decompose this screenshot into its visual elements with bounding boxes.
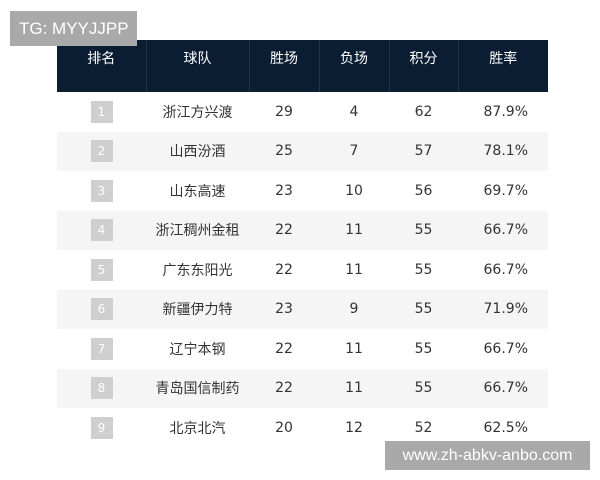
- losses-cell: 12: [345, 419, 363, 436]
- rank-badge: 2: [90, 140, 113, 163]
- table-row: 1 浙江方兴渡 29 4 62 87.9%: [57, 92, 548, 132]
- rank-badge: 6: [90, 298, 113, 321]
- table-row: 8 青岛国信制药 22 11 55 66.7%: [57, 368, 548, 408]
- win-rate-cell: 66.7%: [483, 261, 528, 278]
- points-cell: 52: [414, 419, 433, 436]
- header-points: 积分: [388, 40, 458, 92]
- losses-cell: 10: [345, 182, 363, 199]
- points-cell: 55: [389, 368, 458, 408]
- wins-cell: 25: [249, 131, 319, 171]
- points-cell: 55: [389, 210, 458, 250]
- header-wins: 胜场: [248, 40, 319, 92]
- table-row: 2 山西汾酒 25 7 57 78.1%: [57, 131, 548, 171]
- table-row: 3 山东高速 23 10 56 69.7%: [57, 171, 548, 211]
- header-win-rate: 胜率: [457, 40, 548, 92]
- rank-cell: 2: [57, 131, 146, 171]
- win-rate-cell: 66.7%: [458, 368, 548, 408]
- points-cell: 55: [414, 261, 433, 278]
- team-cell: 广东东阳光: [162, 262, 233, 279]
- rank-cell: 3: [57, 171, 146, 211]
- team-cell: 辽宁本钢: [169, 341, 226, 358]
- team-cell: 浙江稠州金租: [146, 210, 249, 250]
- wins-cell: 22: [249, 368, 319, 408]
- wins-cell: 22: [275, 261, 293, 278]
- points-cell: 57: [389, 131, 458, 171]
- table-row: 4 浙江稠州金租 22 11 55 66.7%: [57, 210, 548, 250]
- losses-cell: 4: [349, 103, 359, 120]
- table-row: 9 北京北汽 20 12 52 62.5%: [57, 408, 548, 448]
- wins-cell: 23: [249, 289, 319, 329]
- rank-badge: 9: [90, 416, 113, 439]
- team-cell: 山东高速: [169, 183, 226, 200]
- rank-badge: 3: [90, 179, 113, 202]
- win-rate-cell: 66.7%: [458, 210, 548, 250]
- wins-cell: 22: [275, 340, 293, 357]
- header-rank: 排名: [57, 40, 146, 92]
- watermark-bottom: www.zh-abkv-anbo.com: [385, 441, 590, 470]
- table-row: 6 新疆伊力特 23 9 55 71.9%: [57, 289, 548, 329]
- win-rate-cell: 69.7%: [483, 182, 528, 199]
- losses-cell: 11: [319, 368, 389, 408]
- rank-badge: 5: [90, 258, 113, 281]
- losses-cell: 11: [345, 261, 363, 278]
- win-rate-cell: 71.9%: [458, 289, 548, 329]
- rank-cell: 7: [57, 329, 146, 369]
- wins-cell: 23: [275, 182, 293, 199]
- rank-cell: 6: [57, 289, 146, 329]
- table-row: 5 广东东阳光 22 11 55 66.7%: [57, 250, 548, 290]
- points-cell: 56: [414, 182, 433, 199]
- team-cell: 青岛国信制药: [146, 368, 249, 408]
- wins-cell: 20: [275, 419, 293, 436]
- rank-cell: 9: [57, 408, 146, 448]
- header-row: 排名 球队 胜场 负场 积分 胜率: [57, 40, 548, 92]
- points-cell: 62: [414, 103, 433, 120]
- points-cell: 55: [389, 289, 458, 329]
- standings-table: 排名 球队 胜场 负场 积分 胜率 1 浙江方兴渡 29 4 62 87.9% 2 山西汾酒 2…: [57, 40, 548, 448]
- win-rate-cell: 78.1%: [458, 131, 548, 171]
- win-rate-cell: 87.9%: [483, 103, 528, 120]
- rank-badge: 1: [90, 100, 113, 123]
- rank-cell: 5: [57, 250, 146, 290]
- rank-badge: 4: [90, 219, 113, 242]
- losses-cell: 11: [345, 340, 363, 357]
- losses-cell: 7: [319, 131, 389, 171]
- rank-cell: 4: [57, 210, 146, 250]
- rank-cell: 8: [57, 368, 146, 408]
- win-rate-cell: 62.5%: [483, 419, 528, 436]
- team-cell: 新疆伊力特: [146, 289, 249, 329]
- rank-cell: 1: [57, 92, 146, 132]
- wins-cell: 22: [249, 210, 319, 250]
- wins-cell: 29: [275, 103, 293, 120]
- rank-badge: 7: [90, 337, 113, 360]
- losses-cell: 9: [319, 289, 389, 329]
- header-losses: 负场: [318, 40, 389, 92]
- watermark-top: TG: MYYJJPP: [10, 11, 137, 46]
- team-cell: 浙江方兴渡: [162, 104, 233, 121]
- rank-badge: 8: [90, 377, 113, 400]
- losses-cell: 11: [319, 210, 389, 250]
- points-cell: 55: [414, 340, 433, 357]
- table-row: 7 辽宁本钢 22 11 55 66.7%: [57, 329, 548, 369]
- team-cell: 北京北汽: [169, 420, 226, 437]
- header-team: 球队: [145, 40, 249, 92]
- team-cell: 山西汾酒: [146, 131, 249, 171]
- win-rate-cell: 66.7%: [483, 340, 528, 357]
